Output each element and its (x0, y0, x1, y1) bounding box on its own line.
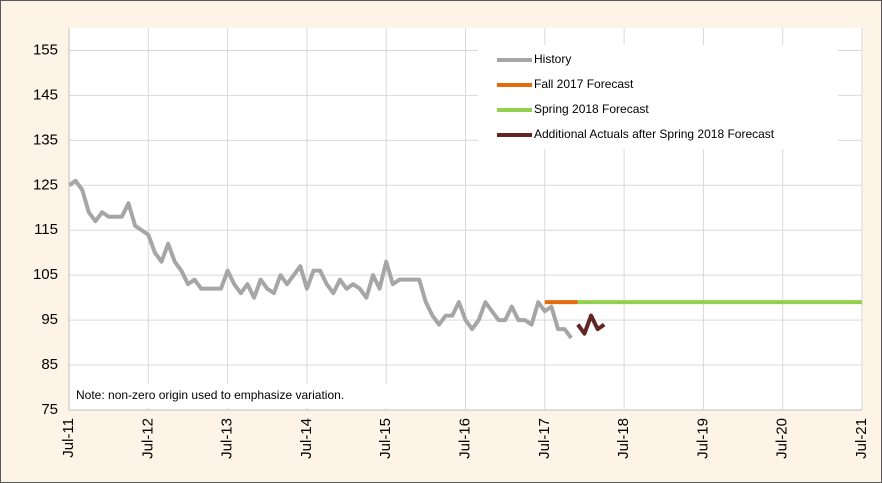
y-tick-label: 85 (41, 356, 58, 373)
y-tick-label: 145 (33, 86, 58, 103)
x-tick-label: Jul-16 (456, 418, 473, 459)
y-tick-label: 115 (34, 221, 58, 238)
legend: History Fall 2017 Forecast Spring 2018 For… (478, 45, 838, 149)
x-tick-label: Jul-21 (853, 418, 870, 459)
series-lines (67, 178, 862, 340)
x-tick-label: Jul-14 (298, 418, 315, 459)
x-tick-label: Jul-20 (774, 418, 791, 459)
x-tick-label: Jul-17 (536, 418, 553, 459)
x-tick-label: Jul-13 (219, 418, 236, 459)
y-tick-label: 95 (41, 311, 58, 328)
series-line (67, 178, 573, 340)
legend-label: History (534, 52, 571, 66)
legend-label: Spring 2018 Forecast (534, 102, 649, 116)
series-line (576, 313, 606, 336)
annotation-box (70, 384, 400, 408)
y-tick-label: 155 (33, 41, 58, 58)
y-tick-label: 105 (33, 266, 58, 283)
y-tick-label: 75 (41, 401, 58, 418)
legend-box (478, 45, 838, 149)
y-tick-label: 135 (33, 131, 58, 148)
x-tick-label: Jul-12 (139, 418, 156, 459)
legend-label: Fall 2017 Forecast (534, 77, 634, 91)
x-tick-label: Jul-15 (377, 418, 394, 459)
legend-label: Additional Actuals after Spring 2018 For… (534, 127, 775, 141)
x-tick-label: Jul-19 (694, 418, 711, 459)
x-tick-label: Jul-18 (615, 418, 632, 459)
y-tick-label: 125 (33, 176, 58, 193)
annotation: Note: non-zero origin used to emphasize … (76, 388, 344, 402)
x-tick-label: Jul-11 (60, 418, 77, 458)
